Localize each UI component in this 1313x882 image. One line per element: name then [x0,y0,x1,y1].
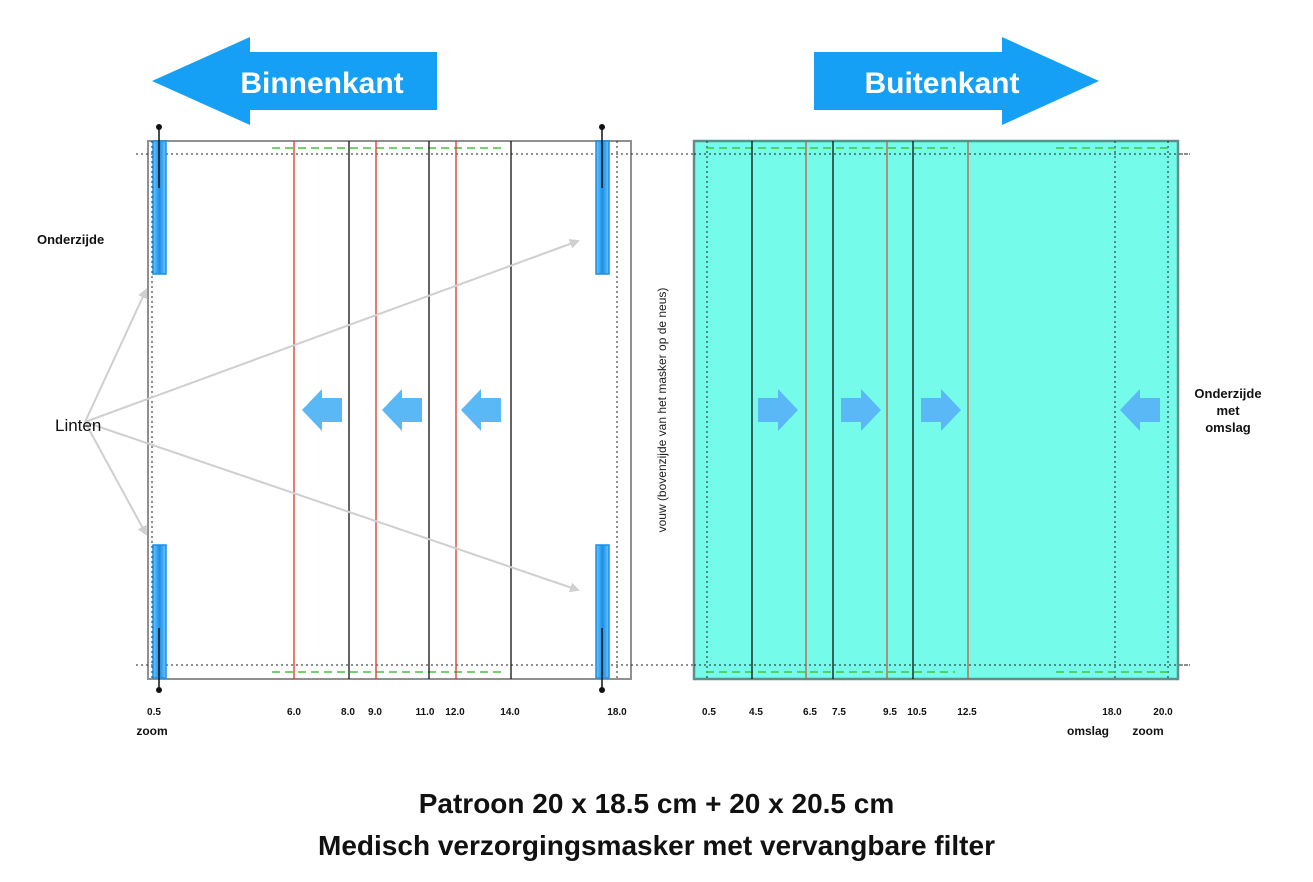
tick-label: 14.0 [500,707,520,718]
fold-direction-left-icon [461,389,501,431]
tick-label: 8.0 [341,707,355,718]
binnenkant-label: Binnenkant [240,67,403,100]
tick-label: 12.0 [445,707,465,718]
onderzijde-label: Onderzijde [37,232,104,247]
tick-label: 6.5 [803,707,817,718]
tick-label: 9.0 [368,707,382,718]
footer-title-line1: Patroon 20 x 18.5 cm + 20 x 20.5 cm [418,788,895,819]
ties-guide-arrows [84,239,580,593]
tick-label: 12.5 [957,707,977,718]
pattern-diagram: Binnenkant Buitenkant [37,37,1262,738]
fold-direction-left-icon [1120,389,1160,431]
tick-label: 9.5 [883,707,897,718]
buitenkant-arrow: Buitenkant [814,37,1099,125]
tick-label: 20.0 [1153,707,1173,718]
binnenkant-arrow: Binnenkant [152,37,437,125]
footer-title-line2: Medisch verzorgingsmasker met vervangbar… [318,830,995,861]
fold-direction-right-icon [758,389,798,431]
ribbon-top-left [152,124,167,275]
fold-label: vouw (bovenzijde van het masker op de ne… [655,288,669,533]
tick-label: 10.5 [907,707,927,718]
fold-direction-left-icon [382,389,422,431]
tick-label: 0.5 [702,707,716,718]
fold-direction-left-icon [302,389,342,431]
tick-label: 11.0 [416,707,435,718]
tick-label: 7.5 [832,707,846,718]
tick-label: 6.0 [287,707,301,718]
fold-direction-right-icon [921,389,961,431]
ribbon-top-right [595,124,610,275]
ribbon-bottom-left [152,544,167,693]
tick-label: 18.0 [1102,707,1122,718]
onderzijde-met-omslag-line1: Onderzijde [1194,386,1261,401]
ribbon-bottom-right [595,544,610,693]
omslag-label: omslag [1067,724,1109,738]
zoom-label: zoom [1132,724,1163,738]
right-panel: Onderzijde met omslag 0.5 4.5 6.5 7.5 9.… [692,139,1262,738]
tick-label: 0.5 [147,707,161,718]
zoom-label: zoom [136,724,167,738]
tick-label: 4.5 [749,707,763,718]
linten-label: Linten [55,416,101,435]
left-panel: Onderzijde Linten vouw (bovenzijde van h… [37,124,1190,738]
onderzijde-met-omslag-line2: met [1216,403,1240,418]
onderzijde-met-omslag-line3: omslag [1205,420,1251,435]
fold-direction-right-icon [841,389,881,431]
buitenkant-label: Buitenkant [864,67,1019,100]
tick-label: 18.0 [607,707,627,718]
